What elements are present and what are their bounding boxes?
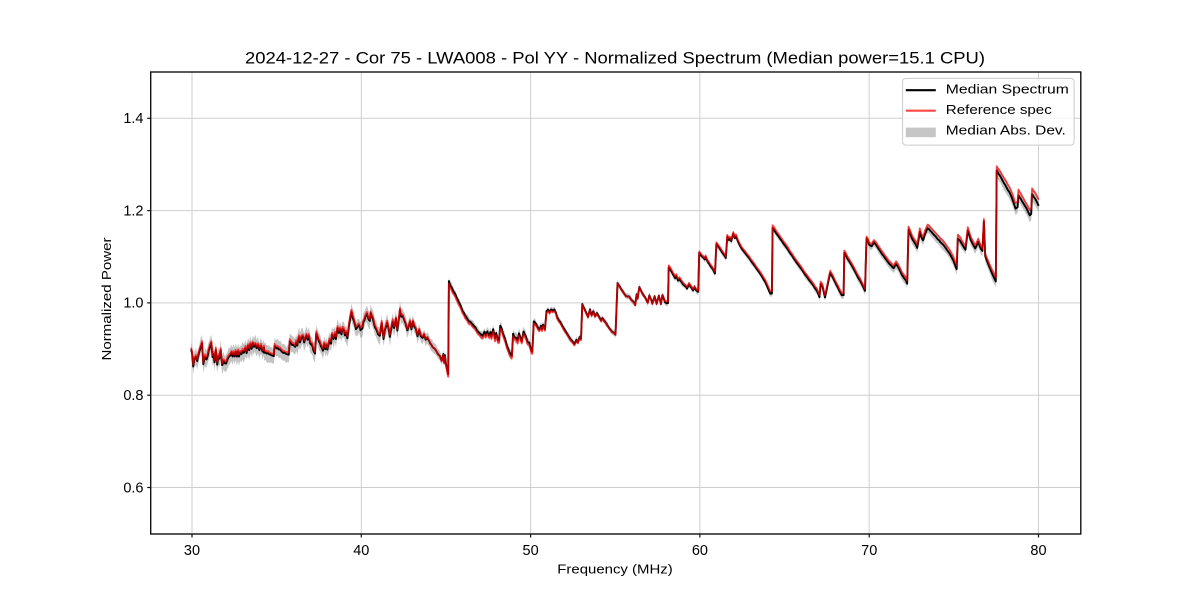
svg-text:Reference spec: Reference spec	[946, 102, 1052, 117]
svg-text:1.4: 1.4	[123, 111, 143, 127]
svg-text:Normalized Power: Normalized Power	[99, 237, 114, 361]
svg-text:80: 80	[1030, 543, 1046, 559]
svg-text:70: 70	[861, 543, 877, 559]
svg-text:50: 50	[523, 543, 539, 559]
svg-text:30: 30	[184, 543, 200, 559]
svg-text:1.2: 1.2	[123, 203, 143, 219]
svg-text:40: 40	[353, 543, 369, 559]
svg-text:0.8: 0.8	[123, 388, 143, 404]
svg-text:Median Spectrum: Median Spectrum	[946, 82, 1069, 97]
svg-text:60: 60	[692, 543, 708, 559]
svg-text:Median Abs. Dev.: Median Abs. Dev.	[946, 123, 1066, 138]
svg-text:Frequency (MHz): Frequency (MHz)	[557, 561, 672, 576]
svg-text:1.0: 1.0	[123, 296, 143, 312]
svg-text:2024-12-27 - Cor 75 - LWA008 -: 2024-12-27 - Cor 75 - LWA008 - Pol YY - …	[245, 50, 985, 68]
svg-text:0.6: 0.6	[123, 480, 143, 496]
